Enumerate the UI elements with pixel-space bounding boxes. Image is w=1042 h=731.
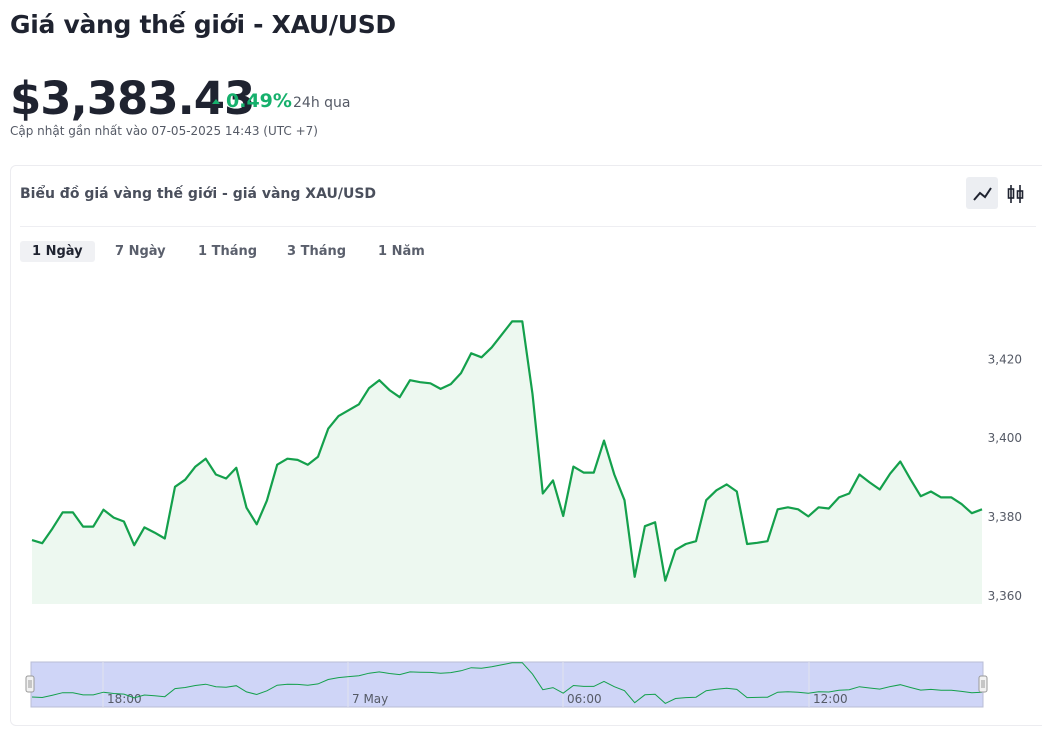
range-tab[interactable]: 1 Năm xyxy=(378,244,425,259)
page-title: Giá vàng thế giới - XAU/USD xyxy=(10,10,396,39)
y-tick-label: 3,380 xyxy=(988,510,1022,524)
navigator-line xyxy=(31,662,983,704)
range-tab[interactable]: 1 Tháng xyxy=(198,244,258,259)
divider xyxy=(20,226,1036,227)
price-line xyxy=(31,320,983,582)
price-change: 0.49% xyxy=(212,90,292,112)
range-tab[interactable]: 1 Ngày xyxy=(20,241,95,262)
candle-view-button[interactable] xyxy=(1007,185,1024,203)
y-tick-label: 3,400 xyxy=(988,431,1022,445)
y-tick-label: 3,420 xyxy=(988,352,1022,366)
navigator-label: 12:00 xyxy=(813,692,848,706)
chart-card xyxy=(10,165,1042,726)
updated-time: Cập nhật gần nhất vào 07-05-2025 14:43 (… xyxy=(10,124,318,138)
change-value: 0.49% xyxy=(226,90,292,112)
navigator-label: 7 May xyxy=(352,692,388,706)
handle-body xyxy=(978,675,988,693)
navigator-handle[interactable] xyxy=(25,675,35,693)
navigator-label: 06:00 xyxy=(567,692,602,706)
range-tab[interactable]: 7 Ngày xyxy=(115,244,166,259)
handle-body xyxy=(25,675,35,693)
navigator-label: 18:00 xyxy=(107,692,142,706)
navigator-handle[interactable] xyxy=(978,675,988,693)
y-tick-label: 3,360 xyxy=(988,589,1022,603)
price-line-area xyxy=(32,321,982,604)
change-period: 24h qua xyxy=(293,95,351,111)
range-tab[interactable]: 3 Tháng xyxy=(287,244,347,259)
line-view-button[interactable] xyxy=(966,177,998,209)
card-title: Biểu đồ giá vàng thế giới - giá vàng XAU… xyxy=(20,186,377,202)
price: $3,383.43 xyxy=(10,72,255,125)
navigator-window xyxy=(30,661,984,708)
